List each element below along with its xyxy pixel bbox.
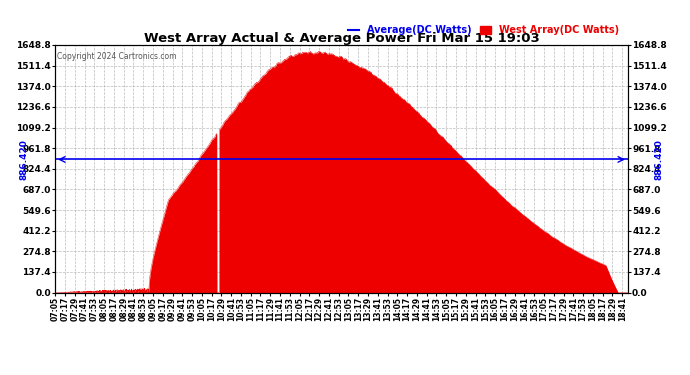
Title: West Array Actual & Average Power Fri Mar 15 19:03: West Array Actual & Average Power Fri Ma…	[144, 32, 540, 45]
Text: 886.420: 886.420	[655, 139, 664, 180]
Legend: Average(DC Watts), West Array(DC Watts): Average(DC Watts), West Array(DC Watts)	[344, 21, 623, 39]
Text: Copyright 2024 Cartronics.com: Copyright 2024 Cartronics.com	[57, 53, 177, 62]
Text: 886.420: 886.420	[19, 139, 28, 180]
